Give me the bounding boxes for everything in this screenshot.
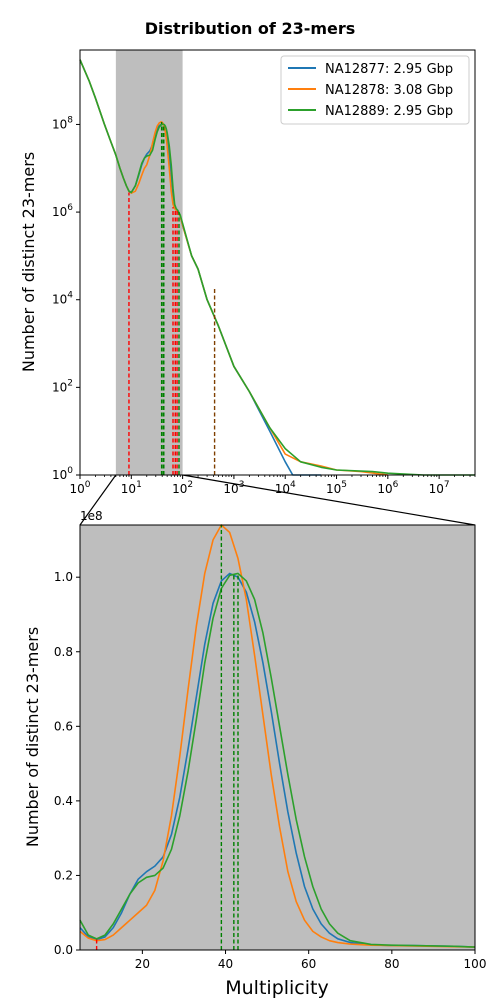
bottom-x-axis-title: Multiplicity <box>225 977 328 999</box>
top-y-tick-label: 108 <box>52 115 73 131</box>
bottom-x-tick-label: 80 <box>384 957 399 971</box>
bottom-y-tick-label: 0.8 <box>54 645 73 659</box>
top-x-axis: 100101102103104105106107 <box>69 475 476 496</box>
figure-title: Distribution of 23-mers <box>145 19 356 38</box>
bottom-x-axis: 20 40 60 80 100 <box>135 950 487 971</box>
bottom-y-tick-label: 0.2 <box>54 868 73 882</box>
bottom-y-axis-title: Number of distinct 23-mers <box>23 627 42 847</box>
zoom-connector-right <box>182 474 476 526</box>
top-chart: 100101102103104105106107 100102104106108… <box>19 49 476 496</box>
bottom-y-tick-label: 0.4 <box>54 794 73 808</box>
top-y-tick-label: 106 <box>52 203 73 219</box>
top-y-tick-label: 102 <box>52 378 73 394</box>
top-y-tick-label: 100 <box>52 466 73 482</box>
bottom-shaded-region <box>80 525 475 950</box>
bottom-plot-frame <box>79 524 476 951</box>
bottom-chart: 20 40 60 80 100 0.0 0.2 0.4 0.6 0.8 1.0 1e8 Numbe… <box>23 509 486 999</box>
bottom-x-tick-label: 40 <box>218 957 233 971</box>
top-x-tick-label: 100 <box>69 480 90 496</box>
bottom-y-tick-label: 0.6 <box>54 719 73 733</box>
bottom-series-na12889 <box>79 572 476 948</box>
bottom-x-tick-label: 60 <box>301 957 316 971</box>
top-y-axis-title: Number of distinct 23-mers <box>19 152 38 372</box>
legend-label-na12878: NA12878: 3.08 Gbp <box>325 83 453 98</box>
top-x-tick-label: 101 <box>121 480 142 496</box>
bottom-y-tick-label: 1.0 <box>54 570 73 584</box>
top-y-tick-label: 104 <box>52 291 73 307</box>
bottom-y-axis: 0.0 0.2 0.4 0.6 0.8 1.0 <box>54 570 80 957</box>
top-marker-lines <box>128 121 216 475</box>
top-x-tick-label: 105 <box>326 480 347 496</box>
bottom-x-tick-label: 20 <box>135 957 150 971</box>
top-x-tick-label: 102 <box>172 480 193 496</box>
top-y-axis: 100 102 104 106 108 <box>52 115 80 482</box>
bottom-marker-lines <box>95 525 239 950</box>
top-x-tick-label: 107 <box>429 480 450 496</box>
legend-label-na12877: NA12877: 2.95 Gbp <box>325 62 453 77</box>
legend: NA12877: 2.95 Gbp NA12878: 3.08 Gbp NA12… <box>280 55 470 125</box>
top-series-na12889 <box>79 59 475 476</box>
bottom-y-tick-label: 0.0 <box>54 943 73 957</box>
top-shaded-region <box>115 50 183 475</box>
zoom-connector-left <box>79 474 117 526</box>
top-x-tick-label: 106 <box>377 480 398 496</box>
legend-label-na12889: NA12889: 2.95 Gbp <box>325 104 453 119</box>
bottom-y-offset-text: 1e8 <box>80 509 103 523</box>
bottom-series-na12878 <box>79 524 476 948</box>
legend-box <box>280 55 470 125</box>
bottom-x-tick-label: 100 <box>464 957 487 971</box>
